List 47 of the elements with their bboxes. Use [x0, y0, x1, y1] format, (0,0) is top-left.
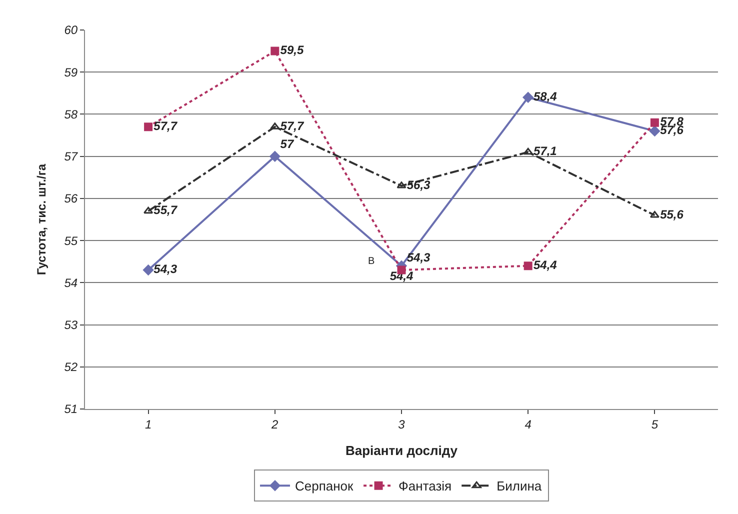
point — [270, 46, 280, 56]
y-tick-label: 51 — [64, 402, 78, 416]
y-tick-label: 56 — [64, 192, 78, 206]
data-label: 54,4 — [533, 258, 558, 272]
y-tick-label: 52 — [64, 360, 78, 374]
y-tick-label: 54 — [64, 276, 78, 290]
x-tick-label: 4 — [524, 417, 532, 432]
x-tick-label: 5 — [651, 417, 658, 432]
data-label: 55,6 — [660, 207, 684, 222]
data-label: 57,1 — [533, 144, 558, 158]
legend-label: Билина — [496, 478, 542, 494]
point — [524, 262, 532, 270]
data-label: 57,7 — [280, 118, 305, 133]
y-tick-label: 55 — [64, 234, 78, 248]
point — [649, 126, 660, 136]
x-tick-label: 2 — [270, 417, 279, 432]
data-label: 59,5 — [280, 43, 304, 58]
point — [270, 122, 280, 130]
y-tick-label: 57 — [64, 150, 79, 164]
point — [650, 211, 660, 218]
point — [650, 118, 659, 127]
data-label: 57 — [280, 136, 295, 151]
y-tick-label: 53 — [64, 318, 78, 332]
data-label: 55,7 — [154, 203, 178, 218]
point — [270, 151, 280, 162]
y-axis-title: Густота, тис. шт./га — [34, 164, 49, 276]
point — [522, 92, 534, 103]
annotation: В — [368, 256, 375, 267]
y-tick-label: 58 — [64, 107, 78, 122]
point — [396, 182, 406, 188]
data-label: 57,7 — [154, 118, 178, 133]
point — [144, 122, 153, 132]
x-axis-title: Варіанти досліду — [346, 443, 458, 458]
data-label: 54,3 — [406, 250, 431, 265]
point — [144, 206, 154, 214]
x-tick-label: 1 — [144, 417, 152, 432]
x-tick-label: 3 — [398, 417, 406, 432]
y-tick-label: 59 — [64, 65, 78, 80]
data-label: 58,4 — [533, 89, 558, 104]
y-tick-label: 60 — [64, 23, 78, 38]
point — [143, 264, 154, 276]
legend-label: Фантазія — [398, 478, 452, 494]
data-label: 57,8 — [660, 114, 684, 129]
point — [523, 148, 533, 155]
data-label: 56,3 — [406, 178, 431, 192]
data-label: 54,3 — [154, 262, 178, 276]
legend-label: Серпанок — [295, 478, 354, 494]
